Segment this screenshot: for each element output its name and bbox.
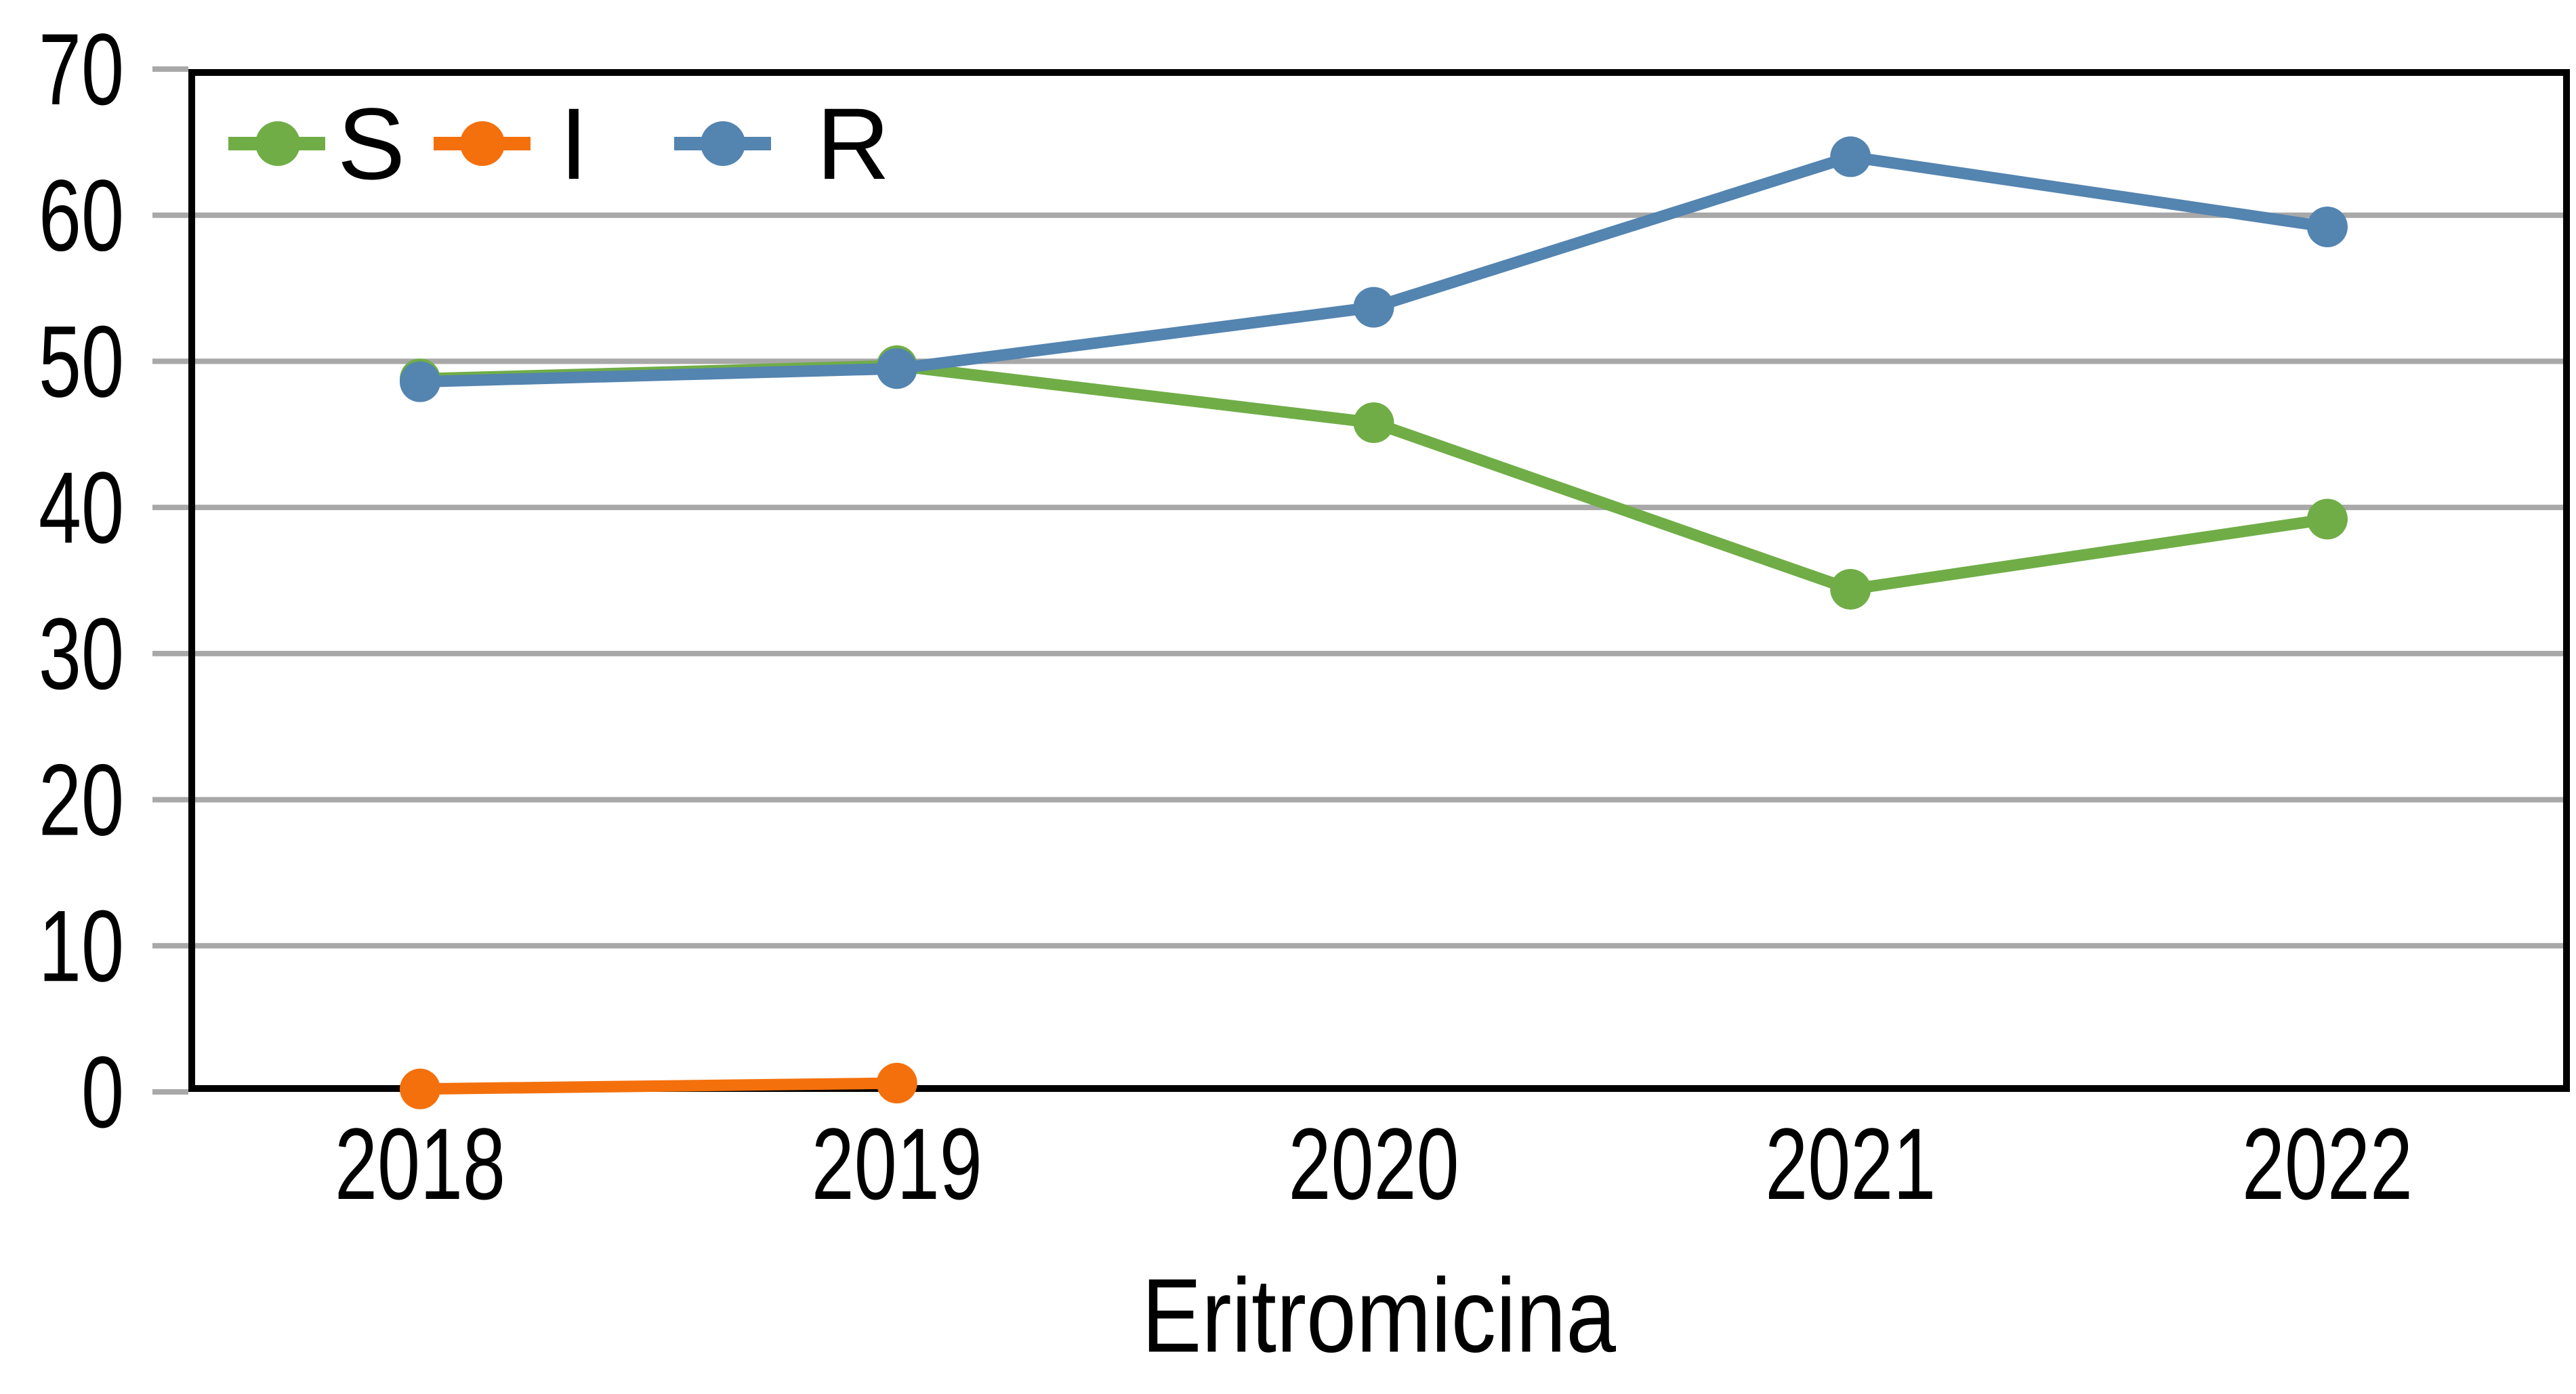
- plot-border: [188, 69, 2570, 1092]
- series-line-r: [414, 150, 2333, 388]
- y-tick-label: 20: [39, 743, 124, 857]
- data-point-s-2020: [1353, 402, 1394, 444]
- x-axis-title: Eritromicina: [1142, 1257, 1617, 1374]
- y-tick-label: 0: [81, 1035, 124, 1149]
- data-point-r-2018: [400, 361, 440, 402]
- data-point-r-2019: [876, 348, 917, 389]
- data-point-s-2021: [1830, 568, 1871, 610]
- x-tick-label: 2018: [335, 1107, 505, 1221]
- y-tick-label: 30: [39, 597, 124, 711]
- x-tick-label: 2021: [1765, 1107, 1936, 1221]
- data-point-r-2022: [2307, 206, 2348, 247]
- legend-label-s: S: [337, 87, 405, 200]
- x-tick-label: 2020: [1289, 1107, 1459, 1221]
- legend-marker-r: [701, 121, 745, 166]
- y-tick-label: 60: [39, 159, 124, 272]
- legend-marker-i: [460, 121, 505, 166]
- y-tick-label: 40: [39, 450, 124, 564]
- data-point-s-2022: [2307, 499, 2348, 540]
- x-tick-label: 2022: [2242, 1107, 2413, 1221]
- data-point-i-2018: [400, 1068, 440, 1110]
- y-tick-label: 10: [39, 889, 124, 1002]
- data-point-i-2019: [876, 1063, 917, 1104]
- legend-label-i: I: [560, 87, 588, 200]
- x-tick-label: 2019: [812, 1107, 982, 1221]
- y-tick-label: 50: [39, 304, 124, 418]
- legend-marker-s: [255, 121, 300, 166]
- series-line-i: [414, 1077, 903, 1095]
- data-point-r-2020: [1353, 287, 1394, 328]
- plot-area: 0 10 20 30 40 50 60 70 2018 2019 2020 2021 2022: [39, 12, 2570, 1221]
- legend-label-r: R: [816, 87, 890, 200]
- y-tick-label: 70: [39, 12, 124, 126]
- series-line-s: [414, 360, 2333, 595]
- data-point-r-2021: [1830, 136, 1871, 177]
- legend: S I R: [228, 87, 890, 200]
